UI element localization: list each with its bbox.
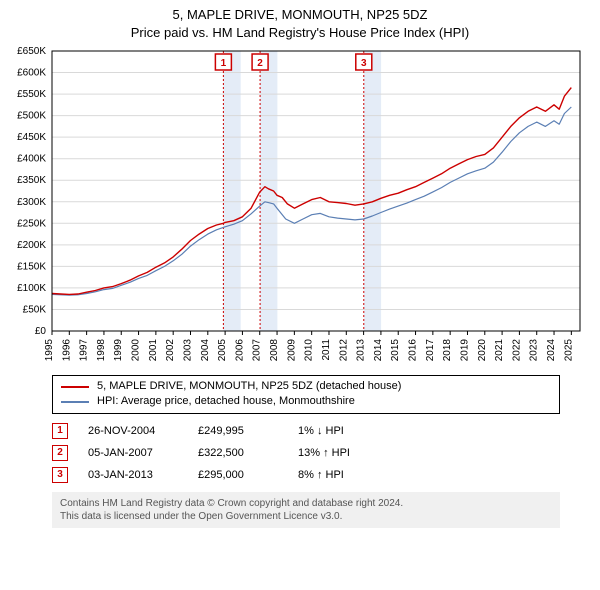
svg-text:2024: 2024 bbox=[546, 339, 557, 362]
svg-text:1995: 1995 bbox=[44, 339, 55, 362]
sale-marker: 2 bbox=[52, 445, 68, 461]
svg-text:2016: 2016 bbox=[408, 339, 419, 362]
svg-text:2: 2 bbox=[257, 58, 263, 69]
svg-text:2005: 2005 bbox=[217, 339, 228, 362]
svg-text:2021: 2021 bbox=[494, 339, 505, 362]
svg-text:2019: 2019 bbox=[459, 339, 470, 362]
svg-text:£550K: £550K bbox=[17, 89, 46, 100]
svg-text:2010: 2010 bbox=[304, 339, 315, 362]
svg-text:£0: £0 bbox=[35, 326, 47, 337]
sale-marker: 1 bbox=[52, 423, 68, 439]
svg-text:2003: 2003 bbox=[182, 339, 193, 362]
sale-price: £249,995 bbox=[198, 425, 278, 437]
footnote-line2: This data is licensed under the Open Gov… bbox=[60, 510, 552, 523]
footnote-line1: Contains HM Land Registry data © Crown c… bbox=[60, 497, 552, 510]
svg-text:2000: 2000 bbox=[131, 339, 142, 362]
svg-text:£500K: £500K bbox=[17, 111, 46, 122]
title-address: 5, MAPLE DRIVE, MONMOUTH, NP25 5DZ bbox=[0, 6, 600, 24]
svg-text:2022: 2022 bbox=[511, 339, 522, 362]
svg-text:£150K: £150K bbox=[17, 261, 46, 272]
sale-price: £322,500 bbox=[198, 447, 278, 459]
svg-text:£600K: £600K bbox=[17, 68, 46, 79]
svg-text:2017: 2017 bbox=[425, 339, 436, 362]
sale-marker: 3 bbox=[52, 467, 68, 483]
sale-price: £295,000 bbox=[198, 469, 278, 481]
chart-plot-area: £0 £50K £100K £150K £200K £250K £300K £350K £400… bbox=[0, 41, 600, 371]
chart-svg: £0 £50K £100K £150K £200K £250K £300K £350K £400… bbox=[0, 41, 600, 411]
svg-text:£100K: £100K bbox=[17, 283, 46, 294]
svg-text:£50K: £50K bbox=[23, 305, 47, 316]
svg-text:2011: 2011 bbox=[321, 339, 332, 361]
svg-text:1997: 1997 bbox=[79, 339, 90, 362]
svg-text:£450K: £450K bbox=[17, 132, 46, 143]
svg-text:1999: 1999 bbox=[113, 339, 124, 362]
sales-list: 1 26-NOV-2004 £249,995 1% ↓ HPI 2 05-JAN-2007… bbox=[52, 420, 560, 486]
svg-text:£200K: £200K bbox=[17, 240, 46, 251]
svg-text:2023: 2023 bbox=[529, 339, 540, 362]
sale-row: 1 26-NOV-2004 £249,995 1% ↓ HPI bbox=[52, 420, 560, 442]
title-subtitle: Price paid vs. HM Land Registry's House … bbox=[0, 24, 600, 42]
svg-text:1996: 1996 bbox=[61, 339, 72, 362]
svg-text:£300K: £300K bbox=[17, 197, 46, 208]
sale-delta: 1% ↓ HPI bbox=[298, 425, 388, 437]
svg-text:£350K: £350K bbox=[17, 175, 46, 186]
svg-text:2015: 2015 bbox=[390, 339, 401, 362]
svg-text:3: 3 bbox=[361, 58, 367, 69]
svg-text:2008: 2008 bbox=[269, 339, 280, 362]
svg-text:2013: 2013 bbox=[356, 339, 367, 362]
svg-text:£250K: £250K bbox=[17, 218, 46, 229]
svg-text:£650K: £650K bbox=[17, 46, 46, 57]
svg-text:2009: 2009 bbox=[286, 339, 297, 362]
footnote: Contains HM Land Registry data © Crown c… bbox=[52, 492, 560, 528]
chart-title: 5, MAPLE DRIVE, MONMOUTH, NP25 5DZ Price… bbox=[0, 0, 600, 41]
sale-date: 26-NOV-2004 bbox=[88, 425, 178, 437]
sale-row: 3 03-JAN-2013 £295,000 8% ↑ HPI bbox=[52, 464, 560, 486]
svg-text:2004: 2004 bbox=[200, 339, 211, 362]
sale-date: 05-JAN-2007 bbox=[88, 447, 178, 459]
sale-delta: 8% ↑ HPI bbox=[298, 469, 388, 481]
svg-text:2007: 2007 bbox=[252, 339, 263, 362]
sale-delta: 13% ↑ HPI bbox=[298, 447, 388, 459]
sale-row: 2 05-JAN-2007 £322,500 13% ↑ HPI bbox=[52, 442, 560, 464]
svg-text:2025: 2025 bbox=[563, 339, 574, 362]
svg-text:2020: 2020 bbox=[477, 339, 488, 362]
chart-container: 5, MAPLE DRIVE, MONMOUTH, NP25 5DZ Price… bbox=[0, 0, 600, 590]
svg-text:2006: 2006 bbox=[234, 339, 245, 362]
svg-text:2018: 2018 bbox=[442, 339, 453, 362]
svg-text:2014: 2014 bbox=[373, 339, 384, 362]
svg-text:£400K: £400K bbox=[17, 154, 46, 165]
svg-text:1: 1 bbox=[221, 58, 227, 69]
svg-text:2012: 2012 bbox=[338, 339, 349, 362]
svg-text:2002: 2002 bbox=[165, 339, 176, 362]
svg-text:2001: 2001 bbox=[148, 339, 159, 362]
svg-text:1998: 1998 bbox=[96, 339, 107, 362]
sale-date: 03-JAN-2013 bbox=[88, 469, 178, 481]
